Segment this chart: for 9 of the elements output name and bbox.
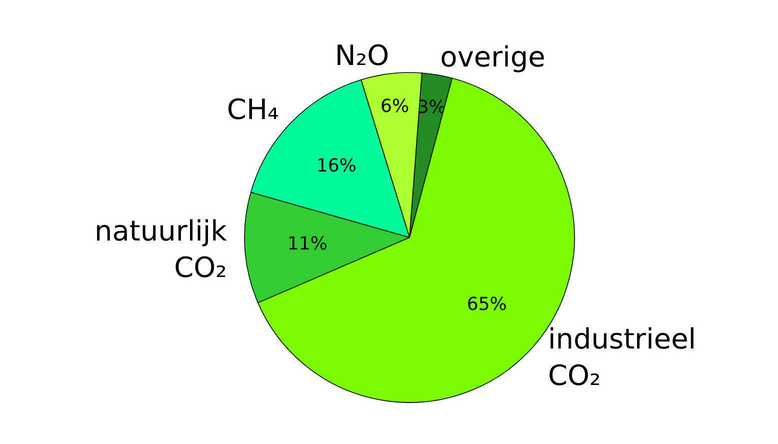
slice-label: industrieel CO₂ [548, 322, 696, 392]
slice-label: overige [440, 40, 546, 74]
slice-label: natuurlijk CO₂ [94, 214, 228, 284]
slice-label: CH₄ [226, 92, 279, 126]
data-label: 11% [287, 234, 328, 255]
data-label: 65% [466, 294, 507, 315]
data-label: 6% [380, 96, 410, 117]
slice-label: N₂O [334, 39, 390, 72]
data-label: 16% [316, 155, 356, 176]
